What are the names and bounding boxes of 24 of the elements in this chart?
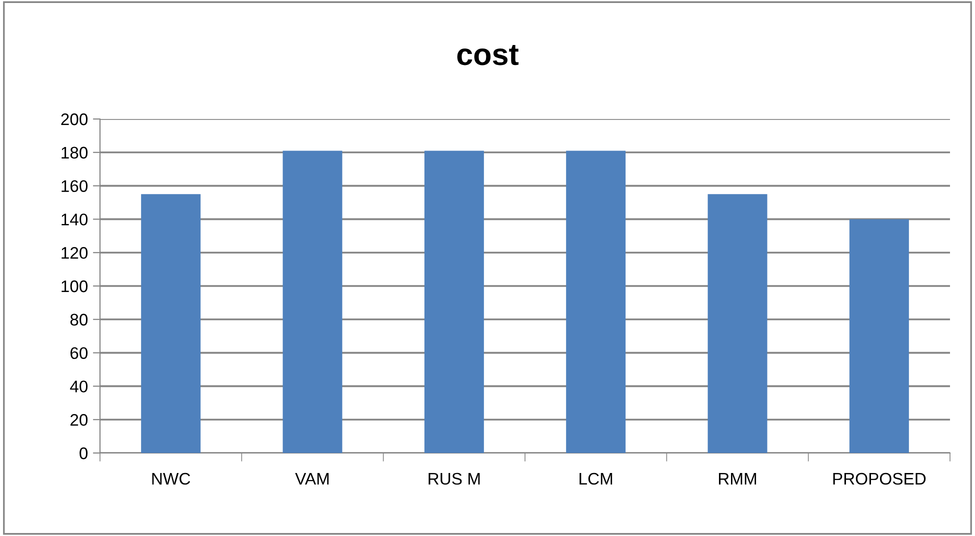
bar (566, 150, 626, 453)
x-tick-label: RUS M (428, 472, 480, 485)
x-tick-label: VAM (295, 473, 329, 485)
bar (708, 194, 768, 453)
bar (141, 194, 201, 453)
y-tick-label: 180 (62, 146, 88, 159)
bar (282, 150, 342, 453)
x-tick-label: RMM (718, 473, 756, 485)
bar (849, 219, 909, 453)
y-tick-label: 60 (70, 347, 88, 360)
bar (424, 150, 484, 453)
y-tick-label: 120 (62, 247, 88, 259)
y-tick-label: 160 (62, 180, 88, 192)
y-tick-label: 100 (62, 280, 88, 292)
y-tick-label: 40 (70, 380, 88, 392)
y-tick-label: 200 (61, 113, 88, 126)
chart-title: cost (457, 44, 519, 66)
x-tick-label: NWC (152, 472, 190, 485)
x-tick-label: LCM (580, 472, 612, 485)
y-tick-label: 20 (70, 414, 88, 426)
x-tick-label: PROPOSED (833, 472, 926, 485)
y-tick-label: 80 (70, 314, 88, 326)
y-tick-label: 140 (62, 214, 88, 226)
y-tick-label: 0 (80, 447, 88, 460)
